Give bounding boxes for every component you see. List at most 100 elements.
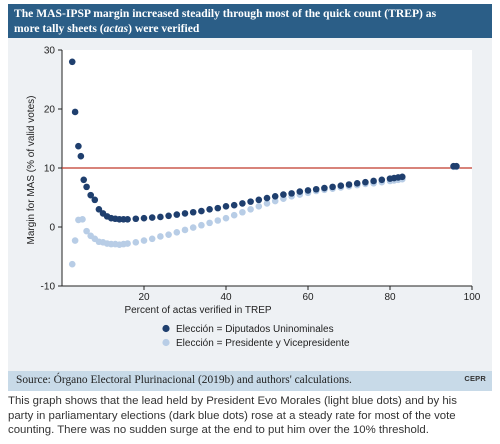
point-diputados: [132, 215, 140, 223]
point-diputados: [91, 196, 99, 204]
point-presidente: [83, 227, 90, 235]
point-diputados: [247, 198, 254, 205]
chart-title-banner: The MAS-IPSP margin increased steadily t…: [8, 4, 492, 38]
y-tick-label: 20: [44, 105, 56, 116]
x-tick-label: 60: [302, 292, 314, 303]
legend-swatch: [162, 338, 170, 347]
y-axis: -10 0 10 20 30: [41, 46, 63, 293]
point-diputados: [288, 190, 295, 197]
point-presidente: [263, 200, 271, 207]
point-presidente: [247, 206, 254, 213]
caption-line2: party in parliamentary elections (dark b…: [8, 409, 456, 422]
y-tick-label: -10: [41, 282, 56, 293]
point-presidente: [222, 214, 230, 222]
point-diputados: [255, 196, 263, 204]
point-presidente: [189, 224, 197, 231]
point-diputados: [157, 213, 164, 221]
x-axis: 20 40 60 80 100: [62, 285, 481, 303]
point-diputados: [337, 182, 345, 189]
point-diputados: [222, 203, 230, 210]
chart-title-line2: more tally sheets (actas) were verified: [14, 21, 486, 36]
point-diputados: [362, 178, 369, 186]
chart-title-line1: The MAS-IPSP margin increased steadily t…: [14, 7, 437, 20]
point-presidente: [255, 203, 263, 210]
point-presidente: [165, 231, 172, 238]
point-diputados: [370, 177, 377, 185]
caption-line1: This graph shows that the lead held by P…: [8, 395, 457, 407]
point-diputados: [68, 58, 76, 66]
point-diputados: [239, 200, 246, 207]
point-presidente: [271, 197, 279, 205]
cepr-logo: CEPR: [464, 374, 486, 383]
point-diputados: [181, 210, 189, 217]
point-diputados: [453, 162, 460, 170]
point-diputados: [206, 206, 213, 213]
point-presidente: [148, 235, 156, 243]
point-diputados: [353, 180, 361, 187]
point-diputados: [378, 176, 386, 184]
point-presidente: [230, 211, 238, 219]
point-diputados: [189, 208, 197, 216]
point-presidente: [173, 229, 181, 236]
point-diputados: [83, 183, 90, 191]
point-diputados: [345, 181, 353, 188]
point-diputados: [214, 204, 222, 212]
point-diputados: [140, 214, 148, 222]
y-tick-label: 10: [44, 164, 56, 175]
point-diputados: [71, 108, 79, 116]
point-diputados: [312, 185, 320, 193]
x-tick-label: 80: [384, 292, 396, 303]
figure-caption: This graph shows that the lead held by P…: [8, 394, 494, 438]
point-presidente: [79, 216, 86, 223]
caption-line3: counting. There was no sudden surge at t…: [8, 424, 429, 437]
point-presidente: [198, 221, 205, 229]
legend: Elección = Diputados Uninominales Elecció…: [162, 324, 350, 349]
point-presidente: [140, 237, 148, 244]
point-diputados: [230, 201, 238, 209]
source-text: Source: Órgano Electoral Plurinacional (…: [16, 374, 352, 386]
point-diputados: [304, 187, 312, 194]
point-diputados: [173, 211, 181, 218]
x-tick-label: 40: [220, 292, 232, 303]
point-diputados: [87, 191, 94, 199]
point-presidente: [157, 233, 164, 240]
chart-title-emphasis: actas: [103, 22, 129, 35]
point-diputados: [321, 184, 328, 192]
point-presidente: [132, 239, 140, 246]
plot-background: -10 0 10 20 30 20 40 60 80 100 Margin for MAS (%…: [8, 38, 492, 371]
point-diputados: [296, 188, 304, 195]
point-diputados: [124, 216, 131, 223]
point-diputados: [198, 207, 205, 215]
point-presidente: [124, 240, 131, 247]
point-diputados: [263, 194, 271, 202]
point-diputados: [80, 176, 88, 184]
x-tick-label: 100: [464, 292, 481, 303]
point-diputados: [165, 212, 172, 220]
y-tick-label: 30: [44, 46, 56, 57]
legend-swatch: [162, 324, 170, 333]
scatter-chart: -10 0 10 20 30 20 40 60 80 100 Margin for MAS (%…: [26, 46, 481, 350]
y-axis-label: Margin for MAS (% of valid votes): [26, 96, 37, 245]
point-presidente: [181, 226, 189, 234]
point-diputados: [75, 142, 82, 150]
data-points: [68, 58, 460, 268]
x-tick-label: 20: [138, 292, 150, 303]
point-diputados: [95, 206, 103, 213]
point-presidente: [71, 237, 79, 244]
point-diputados: [271, 193, 279, 200]
point-diputados: [148, 214, 156, 221]
point-presidente: [206, 219, 213, 227]
point-presidente: [68, 260, 76, 268]
point-diputados: [329, 183, 336, 191]
point-diputados: [399, 173, 406, 181]
legend-label: Elección = Diputados Uninominales: [176, 324, 334, 335]
source-note: Source: Órgano Electoral Plurinacional (…: [8, 371, 492, 391]
legend-label: Elección = Presidente y Vicepresidente: [176, 338, 350, 349]
point-presidente: [239, 208, 246, 216]
point-diputados: [77, 152, 85, 160]
point-presidente: [214, 217, 222, 224]
x-axis-label: Percent of actas verified in TREP: [124, 305, 271, 316]
point-diputados: [280, 191, 287, 198]
chart-title-line2-post: ) were verified: [128, 22, 200, 35]
